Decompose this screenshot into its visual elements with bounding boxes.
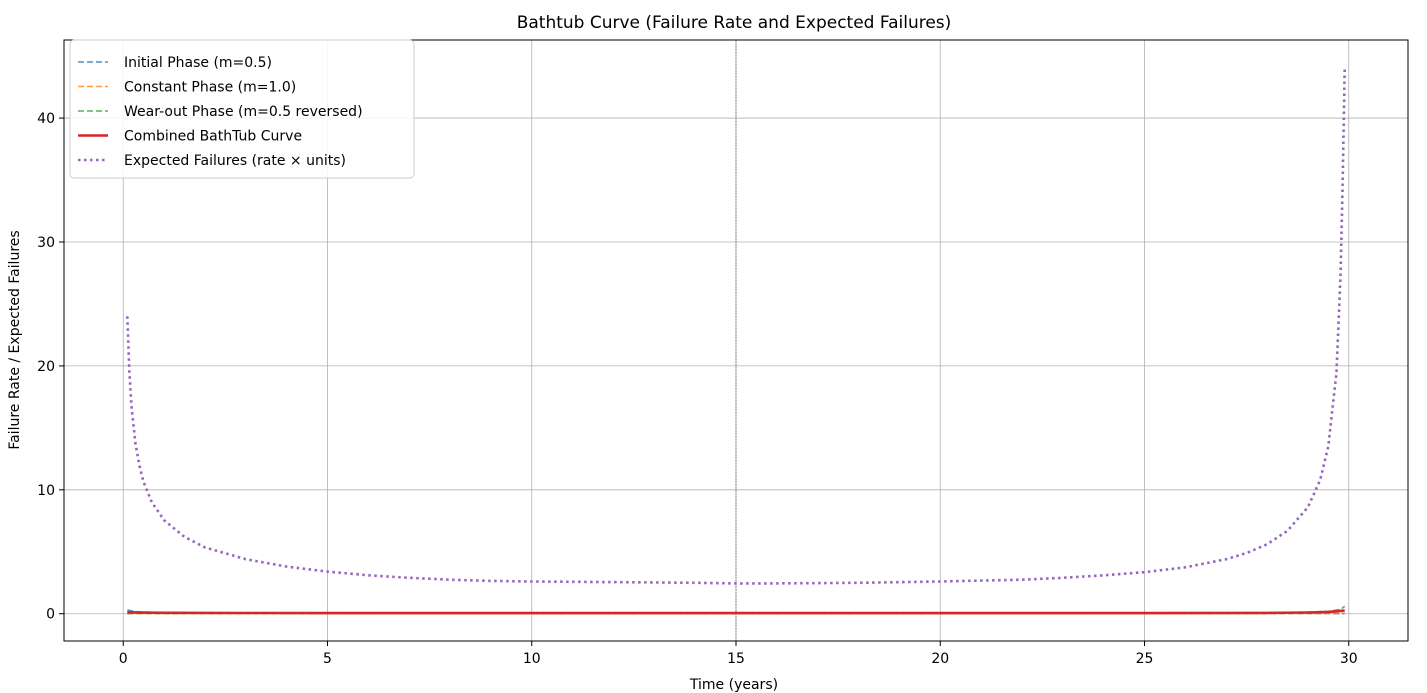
y-tick-label: 0 — [46, 607, 55, 623]
x-tick-label: 30 — [1340, 651, 1358, 667]
legend-label-initial-phase-m-0-5: Initial Phase (m=0.5) — [124, 55, 272, 71]
x-tick-label: 5 — [323, 651, 332, 667]
y-tick-label: 30 — [37, 235, 55, 251]
y-tick-label: 20 — [37, 359, 55, 375]
y-axis-ticks: 0 10 20 30 40 — [37, 111, 64, 623]
y-tick-label: 40 — [37, 111, 55, 127]
legend-label-combined-bathtub-curve: Combined BathTub Curve — [124, 129, 302, 145]
y-tick-label: 10 — [37, 483, 55, 499]
x-axis-ticks: 0 5 10 15 20 25 30 — [119, 641, 1358, 667]
x-tick-label: 25 — [1136, 651, 1154, 667]
y-axis-label: Failure Rate / Expected Failures — [7, 230, 23, 449]
x-tick-label: 0 — [119, 651, 128, 667]
series-layer — [126, 68, 1346, 615]
chart-title: Bathtub Curve (Failure Rate and Expected… — [517, 13, 952, 33]
x-tick-label: 20 — [931, 651, 949, 667]
x-tick-label: 10 — [523, 651, 541, 667]
legend: Initial Phase (m=0.5) Constant Phase (m=1… — [69, 39, 415, 179]
legend-label-wear-out-phase-m-0-5-reversed: Wear-out Phase (m=0.5 reversed) — [124, 104, 363, 120]
x-tick-label: 15 — [727, 651, 745, 667]
x-axis-label: Time (years) — [689, 677, 778, 693]
series-line-combined-bathtub-curve — [127, 609, 1345, 615]
legend-box — [69, 39, 415, 179]
legend-label-expected-failures-rate-units: Expected Failures (rate × units) — [124, 153, 346, 169]
series-line-expected-failures-rate-units — [126, 68, 1346, 585]
legend-label-constant-phase-m-1-0: Constant Phase (m=1.0) — [124, 80, 296, 96]
